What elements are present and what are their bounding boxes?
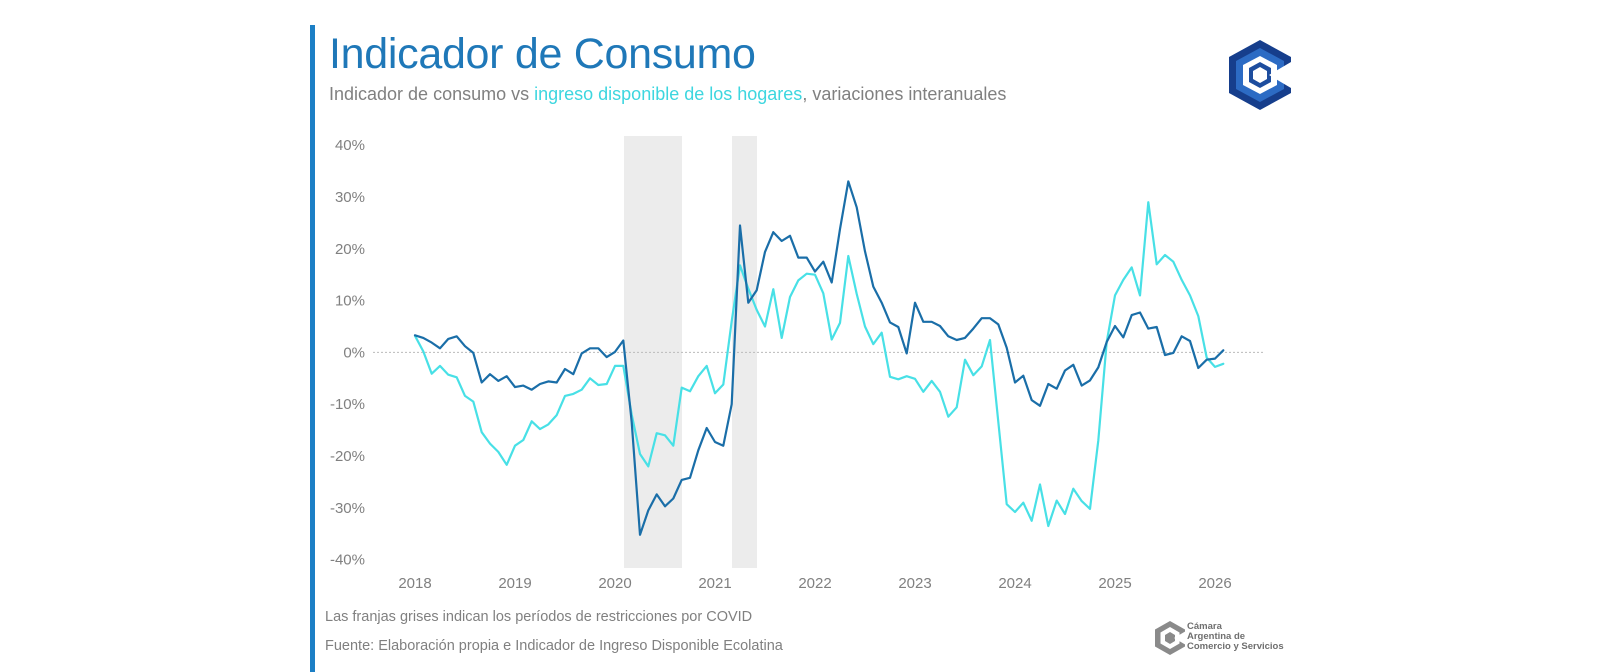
y-tick-label: 30% bbox=[335, 189, 365, 206]
x-tick-label: 2019 bbox=[498, 575, 531, 592]
x-tick-label: 2021 bbox=[698, 575, 731, 592]
accent-bar bbox=[310, 25, 315, 672]
subtitle-part-1: Indicador de consumo vs bbox=[329, 84, 535, 104]
y-axis: 40% 30% 20% 10% 0% -10% -20% -30% -40% bbox=[330, 137, 365, 568]
series-line-ingreso bbox=[413, 201, 1225, 528]
y-tick-label: 20% bbox=[335, 241, 365, 258]
series-line-consumo bbox=[413, 180, 1225, 536]
x-tick-label: 2018 bbox=[398, 575, 431, 592]
x-tick-label: 2020 bbox=[598, 575, 631, 592]
subtitle-part-2: , variaciones interanuales bbox=[802, 84, 1007, 104]
brand-line-3: Comercio y Servicios bbox=[1187, 641, 1284, 652]
y-tick-label: -30% bbox=[330, 500, 365, 517]
x-tick-label: 2022 bbox=[798, 575, 831, 592]
y-tick-label: -10% bbox=[330, 396, 365, 413]
x-tick-label: 2026 bbox=[1198, 575, 1231, 592]
y-tick-label: -20% bbox=[330, 448, 365, 465]
brand-line-2: Argentina de bbox=[1187, 631, 1246, 642]
brand-logo-icon bbox=[1229, 40, 1291, 110]
x-tick-label: 2024 bbox=[998, 575, 1031, 592]
page-subtitle: Indicador de consumo vs ingreso disponib… bbox=[329, 84, 1006, 105]
covid-band-2 bbox=[732, 136, 757, 568]
camara-brand-text: Cámara Argentina de Comercio y Servicios bbox=[1187, 622, 1307, 652]
brand-line-1: Cámara bbox=[1187, 621, 1222, 632]
y-tick-label: 10% bbox=[335, 293, 365, 310]
page-title: Indicador de Consumo bbox=[329, 30, 756, 78]
camara-logo-icon bbox=[1155, 621, 1186, 655]
x-tick-label: 2023 bbox=[898, 575, 931, 592]
subtitle-highlight: ingreso disponible de los hogares bbox=[534, 84, 803, 104]
x-axis: 2018 2019 2020 2021 2022 2023 2024 2025 2026 bbox=[398, 575, 1231, 592]
x-tick-label: 2025 bbox=[1098, 575, 1131, 592]
line-chart: 40%30%20%10%0%-10%-20%-30%-40% 2018 2019 2… bbox=[330, 136, 1265, 592]
y-tick-label: 40% bbox=[335, 137, 365, 154]
y-tick-label: 0% bbox=[343, 344, 365, 361]
y-tick-label: -40% bbox=[330, 552, 365, 569]
series-lines bbox=[413, 180, 1225, 536]
source-note: Fuente: Elaboración propia e Indicador d… bbox=[325, 638, 783, 654]
covid-note: Las franjas grises indican los períodos … bbox=[325, 609, 753, 625]
